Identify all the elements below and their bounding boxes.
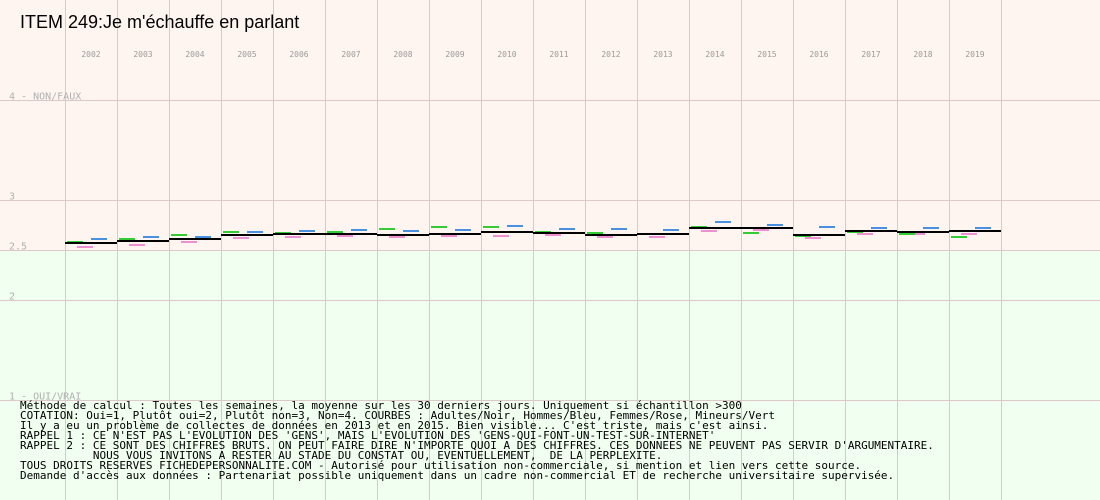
note-reminder-2: RAPPEL 2 : CE SONT DES CHIFFRES BRUTS. O… bbox=[20, 439, 934, 452]
series-men bbox=[91, 221, 991, 240]
series-marks bbox=[65, 221, 1001, 248]
x-tick-label: 2003 bbox=[133, 50, 152, 59]
note-reminder-1: RAPPEL 1 : CE N'EST PAS L'EVOLUTION DES … bbox=[20, 429, 716, 442]
x-tick-label: 2011 bbox=[549, 50, 568, 59]
x-tick-label: 2006 bbox=[289, 50, 308, 59]
x-tick-label: 2010 bbox=[497, 50, 516, 59]
x-tick-label: 2012 bbox=[601, 50, 620, 59]
note-method: Méthode de calcul : Toutes les semaines,… bbox=[20, 399, 742, 412]
lower-zone-background bbox=[0, 250, 1100, 500]
chart-title: ITEM 249:Je m'échauffe en parlant bbox=[20, 12, 300, 32]
x-tick-label: 2004 bbox=[185, 50, 204, 59]
y-tick-label: 3 bbox=[9, 192, 15, 203]
series-adults bbox=[65, 227, 1001, 244]
y-tick-labels: 4 - NON/FAUX 3 2.5 2 1 - OUI/VRAI bbox=[9, 92, 81, 403]
y-tick-label: 2.5 bbox=[9, 242, 27, 253]
x-tick-label: 2008 bbox=[393, 50, 412, 59]
x-tick-label: 2018 bbox=[913, 50, 932, 59]
y-tick-label: 4 - NON/FAUX bbox=[9, 92, 81, 103]
x-tick-label: 2007 bbox=[341, 50, 360, 59]
note-reminder-2-cont: NOUS VOUS INVITONS A RESTER AU STADE DU … bbox=[20, 449, 663, 462]
x-tick-label: 2019 bbox=[965, 50, 984, 59]
y-tick-label: 2 bbox=[9, 292, 15, 303]
note-scoring: COTATION: Oui=1, Plutôt oui=2, Plutôt no… bbox=[20, 409, 775, 422]
x-tick-label: 2005 bbox=[237, 50, 256, 59]
upper-zone-background bbox=[0, 0, 1100, 250]
footnotes: Méthode de calcul : Toutes les semaines,… bbox=[20, 399, 1095, 482]
x-tick-label: 2009 bbox=[445, 50, 464, 59]
x-tick-label: 2016 bbox=[809, 50, 828, 59]
note-data-access: Demande d'accès aux données : Partenaria… bbox=[20, 469, 895, 482]
x-tick-label: 2017 bbox=[861, 50, 880, 59]
x-tick-labels: 2002 2003 2004 2005 2006 2007 2008 2009 2010 2011… bbox=[81, 50, 984, 59]
x-tick-label: 2002 bbox=[81, 50, 100, 59]
x-tick-label: 2013 bbox=[653, 50, 672, 59]
series-women bbox=[77, 229, 977, 248]
horizontal-gridlines bbox=[0, 100, 1100, 401]
x-tick-label: 2015 bbox=[757, 50, 776, 59]
x-tick-label: 2014 bbox=[705, 50, 724, 59]
note-copyright: TOUS DROITS RESERVES FICHEDEPERSONNALITE… bbox=[20, 459, 862, 472]
y-tick-label: 1 - OUI/VRAI bbox=[9, 392, 81, 403]
note-data-problem: Il y a eu un problème de collectes de do… bbox=[20, 419, 769, 432]
